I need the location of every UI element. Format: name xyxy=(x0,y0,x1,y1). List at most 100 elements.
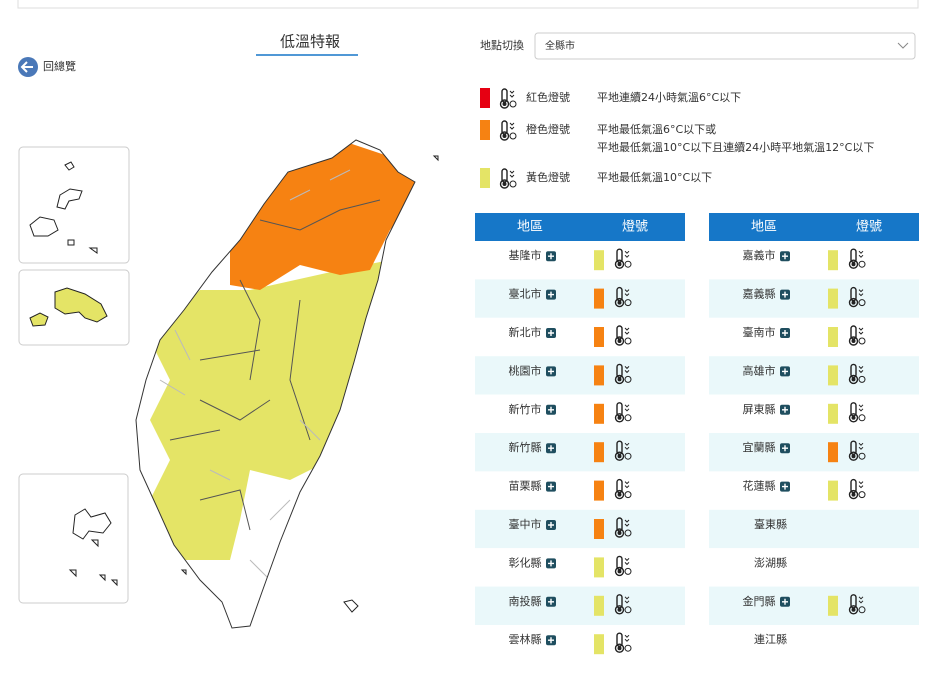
legend-name: 黃色燈號 xyxy=(526,170,570,184)
expand-plus xyxy=(782,406,788,413)
table-row xyxy=(475,548,685,587)
expand-plus xyxy=(782,598,788,605)
expand-plus xyxy=(782,368,788,375)
level-swatch xyxy=(828,365,838,386)
legend-swatch xyxy=(480,168,490,188)
table-row xyxy=(709,433,919,472)
top-bar xyxy=(17,0,919,9)
select-value[interactable]: 全縣市 xyxy=(545,39,575,52)
expand-plus xyxy=(782,291,788,298)
table-row xyxy=(475,586,685,625)
region-name: 連江縣 xyxy=(754,632,787,646)
level-swatch xyxy=(828,250,838,271)
legend-description: 平地連續24小時氣溫6°C以下 xyxy=(597,90,741,104)
level-swatch xyxy=(828,403,838,424)
level-swatch xyxy=(828,480,838,501)
table-row xyxy=(475,317,685,357)
back-button[interactable]: 回總覽 xyxy=(18,57,76,77)
region-name: 花蓮縣 xyxy=(743,479,776,493)
table-row xyxy=(709,625,919,664)
table-row xyxy=(475,625,685,664)
level-swatch xyxy=(594,634,604,655)
table-header-cell: 燈號 xyxy=(856,220,882,235)
region-name: 彰化縣 xyxy=(509,555,542,569)
thermometer-icon xyxy=(499,88,517,109)
expand-plus xyxy=(548,522,554,528)
expand-plus xyxy=(548,330,554,336)
table-header-cell: 地區 xyxy=(751,220,777,235)
expand-plus xyxy=(548,291,554,298)
region-name: 南投縣 xyxy=(509,594,542,608)
expand-plus xyxy=(548,406,554,413)
region-name: 金門縣 xyxy=(743,594,776,608)
region-name: 澎湖縣 xyxy=(754,556,787,569)
expand-plus xyxy=(782,483,788,490)
level-swatch xyxy=(828,327,838,347)
expand-plus xyxy=(548,483,554,490)
region-name: 新北市 xyxy=(509,325,542,339)
table-header-cell: 地區 xyxy=(517,220,543,235)
table-header xyxy=(475,213,685,241)
table-row xyxy=(709,548,919,587)
region-name: 苗栗縣 xyxy=(509,480,542,493)
page-title: 低溫特報 xyxy=(280,33,340,51)
region-name: 臺中市 xyxy=(509,517,542,531)
region-name: 桃園市 xyxy=(509,363,542,377)
region-name: 屏東縣 xyxy=(743,403,776,416)
region-name: 嘉義市 xyxy=(743,248,776,262)
level-swatch xyxy=(594,519,604,539)
legend-name: 橙色燈號 xyxy=(526,122,570,136)
region-name: 新竹市 xyxy=(509,402,542,416)
expand-plus xyxy=(782,330,788,336)
location-label: 地點切換 xyxy=(480,39,524,52)
region-name: 宜蘭縣 xyxy=(743,440,776,454)
thermometer-icon xyxy=(499,120,517,141)
level-swatch xyxy=(594,403,604,424)
expand-plus xyxy=(548,368,554,375)
table-row xyxy=(475,279,685,318)
region-name: 基隆市 xyxy=(509,248,542,262)
level-swatch xyxy=(828,595,838,616)
table-row xyxy=(709,509,919,549)
table-row xyxy=(709,356,919,395)
legend-description: 平地最低氣溫10°C以下 xyxy=(597,170,712,184)
level-swatch xyxy=(594,595,604,616)
legend-swatch xyxy=(480,120,490,140)
legend-swatch xyxy=(480,88,490,108)
map xyxy=(18,139,439,629)
expand-plus xyxy=(548,637,554,644)
region-name: 雲林縣 xyxy=(509,632,542,646)
table-row xyxy=(475,394,685,433)
expand-plus xyxy=(782,445,788,452)
table-row xyxy=(709,317,919,357)
thermometer-icon xyxy=(499,168,517,189)
table-row xyxy=(475,356,685,395)
legend-description: 平地最低氣溫10°C以下且連續24小時平地氣溫12°C以下 xyxy=(597,140,874,154)
expand-plus xyxy=(548,598,554,605)
table-row xyxy=(475,471,685,510)
region-name: 嘉義縣 xyxy=(743,287,776,301)
legend-name: 紅色燈號 xyxy=(526,90,570,104)
table-row xyxy=(475,509,685,549)
back-label[interactable]: 回總覽 xyxy=(43,59,76,73)
region-name: 臺南市 xyxy=(743,325,776,339)
expand-plus xyxy=(548,253,554,260)
level-swatch xyxy=(594,480,604,501)
table-row xyxy=(475,433,685,472)
expand-plus xyxy=(782,253,788,260)
level-swatch xyxy=(828,288,838,309)
region-name: 高雄市 xyxy=(743,363,776,377)
location-select[interactable]: 全縣市 xyxy=(534,32,916,60)
table-header xyxy=(709,213,919,241)
level-swatch xyxy=(594,327,604,347)
table-header-cell: 燈號 xyxy=(622,220,648,235)
expand-plus xyxy=(548,445,554,452)
level-swatch xyxy=(594,442,604,463)
table-row xyxy=(475,241,685,280)
table-row xyxy=(709,241,919,280)
table-row xyxy=(709,279,919,318)
region-name: 臺北市 xyxy=(509,287,542,301)
table-row xyxy=(709,471,919,510)
